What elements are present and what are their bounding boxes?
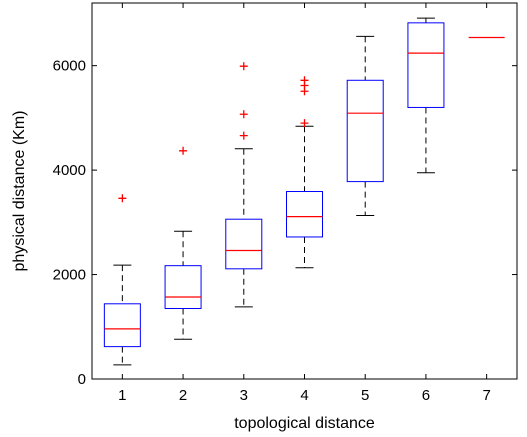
outlier-marker	[300, 119, 309, 128]
box-group	[346, 35, 384, 217]
box-marks	[103, 17, 505, 366]
y-tick-label: 6000	[53, 58, 86, 75]
x-tick-label: 5	[361, 387, 369, 404]
box-iqr	[407, 22, 445, 108]
x-tick-label: 1	[118, 387, 126, 404]
x-axis-label: topological distance	[234, 415, 375, 432]
x-tick-label: 2	[179, 387, 187, 404]
box-iqr	[103, 303, 141, 348]
box-group	[103, 194, 141, 366]
box-iqr	[346, 79, 384, 183]
box-group	[164, 146, 202, 340]
outlier-marker	[239, 62, 248, 71]
y-tick-label: 4000	[53, 162, 86, 179]
box-iqr	[225, 218, 263, 270]
x-tick-label: 4	[300, 387, 308, 404]
box-group	[225, 62, 263, 308]
outlier-marker	[239, 131, 248, 140]
outlier-marker	[300, 76, 309, 85]
box-group	[407, 17, 445, 174]
x-tick-label: 7	[482, 387, 490, 404]
y-tick-label: 0	[78, 371, 86, 388]
outlier-marker	[239, 110, 248, 119]
box-group	[286, 76, 323, 269]
box-iqr	[164, 265, 202, 309]
x-tick-label: 6	[422, 387, 430, 404]
box-iqr	[286, 191, 323, 238]
outlier-marker	[118, 194, 127, 203]
y-axis-label: physical distance (Km)	[11, 111, 28, 272]
outlier-marker	[179, 146, 188, 155]
x-tick-label: 3	[240, 387, 248, 404]
axes: 0 2000 4000 6000 1 2 3 4 5 6 7	[53, 3, 517, 404]
y-tick-label: 2000	[53, 267, 86, 284]
